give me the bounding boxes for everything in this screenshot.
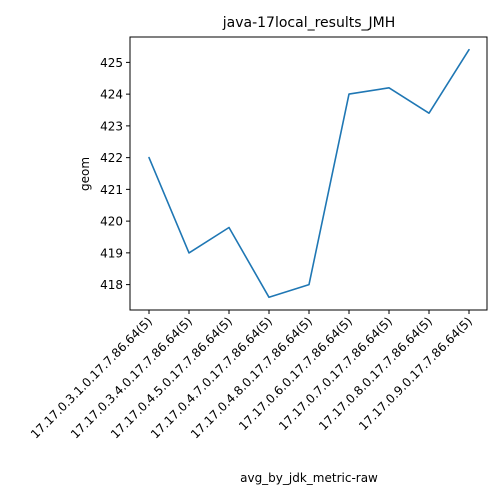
- y-tick-label: 418: [100, 278, 123, 292]
- y-tick-label: 425: [100, 56, 123, 70]
- y-tick-label: 419: [100, 246, 123, 260]
- y-tick-label: 420: [100, 215, 123, 229]
- x-axis-ticks: 17.17.0.3.1.0.17.7.86.64(5)17.17.0.3.4.0…: [28, 310, 475, 441]
- y-tick-label: 421: [100, 183, 123, 197]
- series-line: [148, 48, 470, 299]
- y-tick-label: 422: [100, 151, 123, 165]
- y-tick-label: 423: [100, 119, 123, 133]
- plot-area-frame: [129, 36, 488, 311]
- x-axis-label: avg_by_jdk_metric-raw: [240, 471, 378, 485]
- y-axis-label: geom: [78, 157, 92, 191]
- y-axis-ticks: 418 419 420 421 422 423 424 425: [100, 56, 130, 292]
- y-tick-label: 424: [100, 88, 123, 102]
- chart-title: java-17local_results_JMH: [222, 15, 395, 31]
